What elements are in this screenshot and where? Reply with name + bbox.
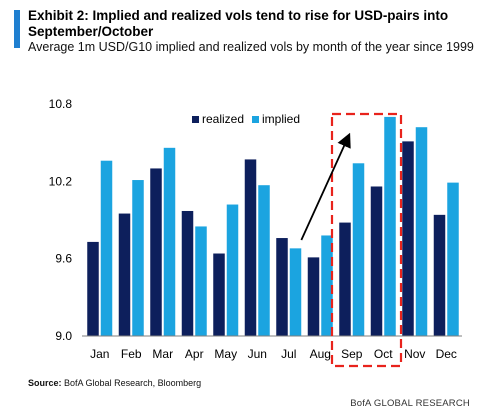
bar-realized-mar [150,168,162,336]
bar-realized-oct [370,186,383,336]
bar-implied-apr [195,226,207,336]
chart-title: Exhibit 2: Implied and realized vols ten… [28,8,449,39]
y-tick-label: 10.8 [49,97,73,111]
bar-implied-jun [258,185,270,336]
bar-implied-sep [352,163,365,336]
x-tick-label-sep: Sep [341,347,363,361]
x-tick-label-may: May [214,347,237,361]
bar-realized-jun [244,159,257,336]
legend-label-realized: realized [202,112,244,126]
bar-implied-oct [384,116,396,336]
bar-implied-may [226,204,239,336]
bar-implied-aug [321,235,333,336]
source-text: BofA Global Research, Bloomberg [64,378,202,388]
legend-swatch-realized [192,116,199,123]
x-tick-label-dec: Dec [436,347,457,361]
x-tick-label-oct: Oct [374,347,393,361]
bar-implied-dec [447,182,459,336]
bar-implied-jan [100,160,113,336]
legend-swatch-implied [252,116,259,123]
x-tick-label-mar: Mar [152,347,173,361]
bar-realized-apr [181,210,194,336]
bar-realized-may [213,253,225,336]
bar-realized-dec [433,214,446,336]
y-tick-label: 10.2 [49,174,73,188]
bar-realized-sep [339,222,351,336]
x-tick-label-nov: Nov [404,347,425,361]
bar-implied-jul [289,248,302,336]
legend-label-implied: implied [262,112,300,126]
title-accent-bar [14,10,20,48]
x-tick-label-apr: Apr [185,347,204,361]
bar-implied-nov [415,127,428,336]
x-tick-label-aug: Aug [310,347,331,361]
trend-arrow [300,132,351,241]
brand-footer: BofA GLOBAL RESEARCH [350,398,470,409]
source-note: Source: BofA Global Research, Bloomberg [28,378,201,388]
bar-implied-feb [132,180,144,336]
bar-realized-feb [118,213,131,336]
y-tick-label: 9.0 [55,329,72,343]
x-tick-label-feb: Feb [121,347,142,361]
x-tick-label-jun: Jun [248,347,267,361]
y-tick-label: 9.6 [55,252,72,266]
chart-subtitle: Average 1m USD/G10 implied and realized … [28,40,474,54]
highlight-box [330,112,403,368]
bar-implied-mar [163,147,176,336]
x-tick-label-jul: Jul [281,347,296,361]
bar-realized-aug [307,257,320,336]
x-tick-label-jan: Jan [90,347,109,361]
bar-realized-jul [276,238,288,336]
bar-realized-jan [87,241,99,336]
bar-realized-nov [402,141,414,336]
source-label: Source: [28,378,62,388]
